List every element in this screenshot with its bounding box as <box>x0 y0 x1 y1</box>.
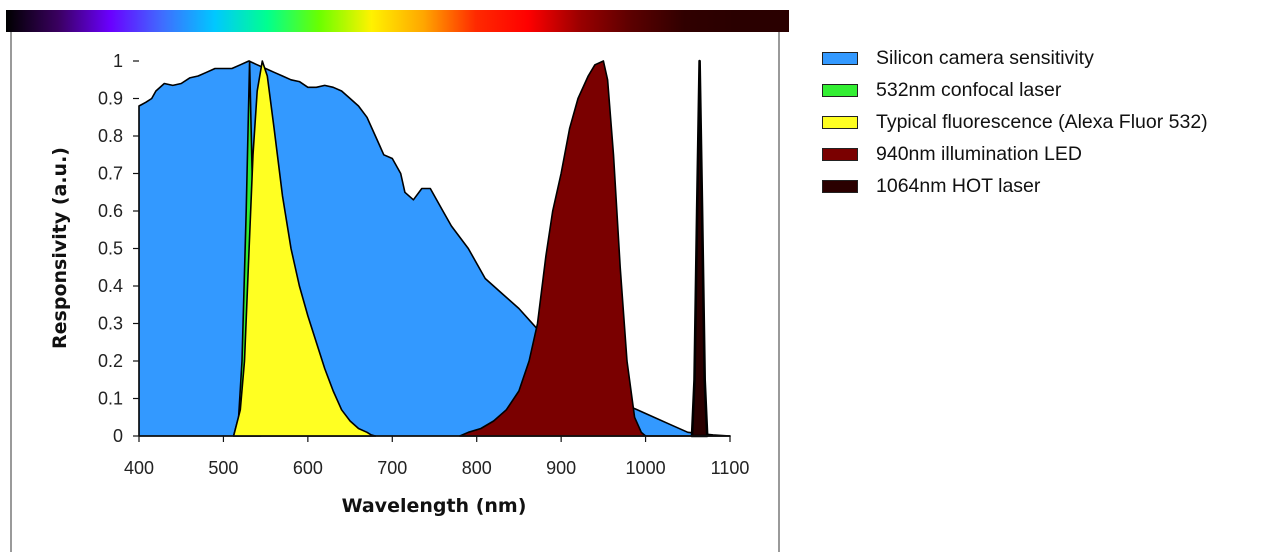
legend-item: 1064nm HOT laser <box>822 170 1208 202</box>
y-tick-label: 0.5 <box>98 239 123 259</box>
legend-swatch <box>822 83 858 97</box>
y-tick-label: 0.3 <box>98 314 123 334</box>
y-tick-label: 1 <box>113 51 123 71</box>
legend-swatch <box>822 147 858 161</box>
chart-frame <box>10 32 780 552</box>
x-tick-label: 1000 <box>626 458 666 478</box>
legend-item: 532nm confocal laser <box>822 74 1208 106</box>
x-tick-label: 500 <box>208 458 238 478</box>
legend-label: 1064nm HOT laser <box>876 174 1041 197</box>
y-tick-label: 0.4 <box>98 276 123 296</box>
x-tick-label: 1100 <box>711 458 750 478</box>
y-axis-title: Responsivity (a.u.) <box>49 147 71 349</box>
legend-swatch <box>822 51 858 65</box>
x-axis-title: Wavelength (nm) <box>342 495 527 517</box>
x-tick-label: 600 <box>293 458 323 478</box>
legend-item: 940nm illumination LED <box>822 138 1208 170</box>
silicon-sensitivity-area <box>138 60 731 437</box>
y-tick-label: 0.8 <box>98 126 123 146</box>
y-tick-label: 0.9 <box>98 89 123 109</box>
x-tick-label: 900 <box>546 458 576 478</box>
y-tick-label: 0.7 <box>98 164 123 184</box>
y-tick-label: 0.1 <box>98 389 123 409</box>
x-tick-label: 800 <box>462 458 492 478</box>
spectral-response-chart: 0 0.1 0.2 0.3 0.4 0.5 0.6 0.7 0.8 0.9 1 400 500 600 70… <box>49 51 750 517</box>
legend-item: Silicon camera sensitivity <box>822 42 1208 74</box>
y-tick-label: 0.6 <box>98 201 123 221</box>
legend-swatch <box>822 115 858 129</box>
illumination-led-940-area <box>459 60 731 437</box>
legend-label: 940nm illumination LED <box>876 142 1082 165</box>
legend-label: Typical fluorescence (Alexa Fluor 532) <box>876 110 1208 133</box>
y-tick-label: 0 <box>113 426 123 446</box>
hot-laser-1064-area <box>690 59 709 438</box>
spectrum-color-bar <box>6 10 789 32</box>
x-tick-label: 400 <box>124 458 154 478</box>
y-tick-label: 0.2 <box>98 351 123 371</box>
legend-label: 532nm confocal laser <box>876 78 1062 101</box>
x-tick-label: 700 <box>377 458 407 478</box>
legend-swatch <box>822 179 858 193</box>
fluorescence-alexa-532-area <box>232 60 377 437</box>
legend: Silicon camera sensitivity 532nm confocal… <box>822 42 1208 202</box>
legend-label: Silicon camera sensitivity <box>876 46 1094 69</box>
legend-item: Typical fluorescence (Alexa Fluor 532) <box>822 106 1208 138</box>
